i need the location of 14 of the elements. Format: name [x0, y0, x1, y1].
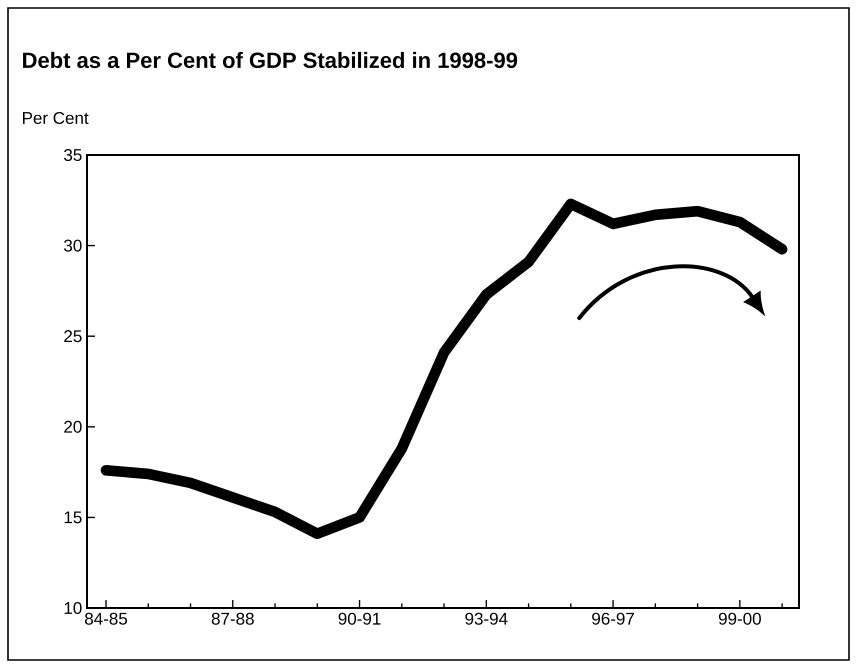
y-tick-label: 20: [64, 420, 82, 433]
x-tick-label: 90-91: [338, 612, 380, 625]
chart-title: Debt as a Per Cent of GDP Stabilized in 1998-99: [23, 52, 518, 68]
y-axis-title: Per Cent: [23, 112, 89, 124]
y-tick-label: 25: [64, 330, 82, 342]
y-tick-label: 30: [64, 240, 82, 252]
x-tick-label: 99-00: [718, 612, 761, 625]
y-tick-label: 35: [64, 148, 82, 162]
x-tick-label: 84-85: [85, 612, 128, 625]
y-tick-label: 15: [64, 511, 82, 524]
x-tick-label: 96-97: [592, 612, 634, 625]
x-tick-label: 93-94: [465, 612, 508, 625]
y-tick-label: 10: [64, 602, 82, 614]
x-tick-label: 87-88: [212, 612, 254, 625]
